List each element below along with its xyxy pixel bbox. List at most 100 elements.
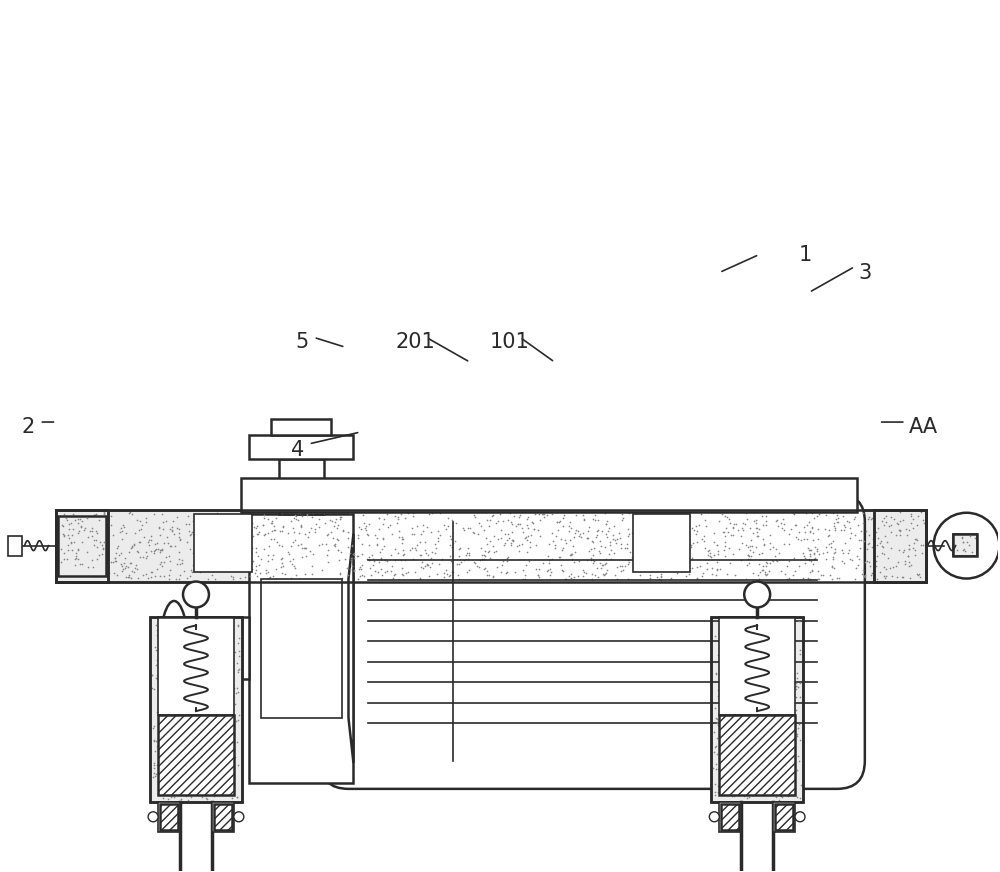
Point: [664, 531, 680, 545]
Point: [127, 526, 143, 540]
Point: [55, 514, 71, 528]
Point: [182, 569, 198, 583]
Point: [151, 696, 167, 710]
Point: [654, 524, 670, 538]
Point: [54, 518, 70, 532]
Point: [769, 778, 785, 792]
Point: [496, 538, 512, 552]
Point: [479, 537, 495, 551]
Point: [770, 520, 786, 534]
Point: [786, 707, 802, 721]
Point: [712, 562, 728, 576]
Point: [233, 518, 249, 532]
Point: [570, 523, 586, 537]
Point: [684, 551, 700, 565]
Point: [717, 529, 733, 543]
Point: [954, 529, 970, 543]
Point: [729, 786, 745, 800]
Point: [103, 509, 119, 523]
Point: [763, 724, 779, 738]
Point: [785, 568, 801, 582]
Point: [84, 507, 100, 521]
Point: [210, 777, 226, 791]
Point: [319, 528, 335, 542]
Point: [166, 741, 182, 755]
Point: [53, 542, 69, 556]
Point: [132, 514, 148, 528]
Point: [542, 562, 558, 576]
Point: [736, 706, 752, 720]
Point: [274, 566, 290, 580]
Point: [789, 671, 805, 685]
Point: [726, 517, 742, 531]
Point: [706, 745, 722, 759]
Point: [754, 766, 770, 780]
Point: [231, 631, 247, 645]
Point: [710, 718, 726, 732]
Point: [825, 507, 841, 521]
Point: [252, 566, 268, 580]
Point: [258, 563, 274, 577]
Point: [153, 717, 169, 731]
Point: [296, 541, 312, 555]
Point: [146, 766, 162, 780]
Point: [84, 524, 100, 538]
Point: [417, 559, 433, 573]
Point: [64, 543, 80, 557]
Point: [710, 689, 726, 703]
Point: [195, 654, 211, 668]
Point: [191, 705, 207, 719]
Point: [330, 542, 346, 556]
Point: [866, 528, 882, 542]
Point: [127, 561, 143, 575]
Point: [203, 621, 219, 635]
Point: [207, 654, 223, 668]
Point: [167, 712, 183, 726]
Point: [863, 512, 879, 526]
Point: [164, 713, 180, 727]
Point: [771, 783, 787, 797]
Point: [460, 541, 476, 555]
Point: [161, 666, 177, 680]
Point: [862, 559, 878, 573]
Point: [579, 553, 595, 567]
Point: [575, 526, 591, 540]
Point: [68, 535, 84, 549]
Point: [803, 543, 819, 557]
Point: [220, 559, 236, 573]
Point: [852, 542, 868, 555]
Point: [225, 702, 241, 716]
Point: [719, 624, 735, 638]
Point: [627, 555, 643, 569]
Point: [720, 651, 736, 664]
Point: [716, 746, 732, 760]
Point: [592, 535, 608, 548]
Point: [91, 558, 107, 572]
Point: [173, 664, 189, 678]
Point: [431, 556, 447, 570]
Point: [606, 519, 622, 533]
Point: [729, 697, 745, 711]
Point: [890, 517, 906, 531]
Point: [56, 535, 72, 549]
Point: [517, 531, 533, 545]
Point: [69, 515, 85, 529]
Point: [751, 522, 767, 536]
Point: [420, 558, 436, 572]
Point: [741, 691, 757, 705]
Point: [223, 698, 239, 712]
Point: [759, 739, 775, 753]
Point: [166, 790, 182, 804]
Point: [253, 552, 269, 566]
Point: [740, 540, 756, 554]
Point: [190, 729, 206, 743]
Point: [353, 522, 369, 536]
Point: [728, 655, 744, 669]
Point: [394, 561, 410, 575]
Point: [207, 688, 223, 702]
Point: [768, 783, 784, 797]
Point: [712, 753, 728, 767]
Point: [262, 569, 278, 583]
Point: [821, 528, 837, 542]
Point: [293, 519, 309, 533]
